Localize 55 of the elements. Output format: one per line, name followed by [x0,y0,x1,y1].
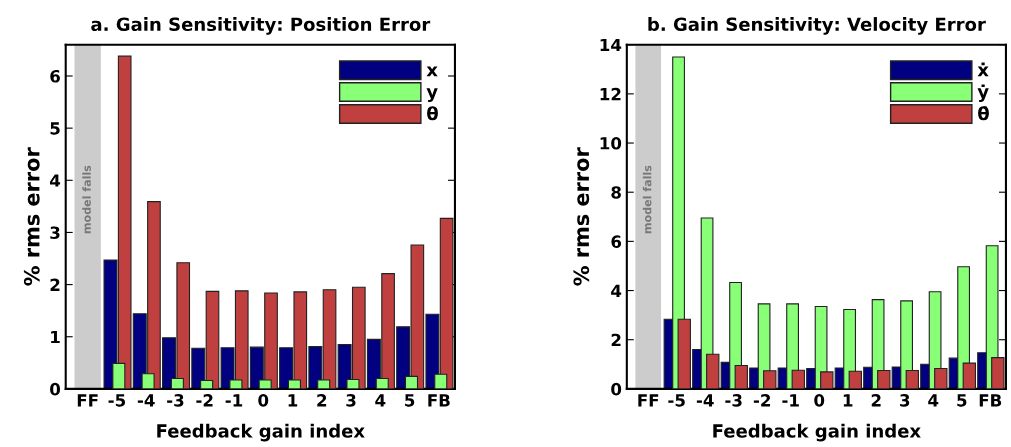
y-tick-label: 4 [50,174,61,187]
legend-label: θ [427,106,438,121]
x-tick-label: 0 [258,394,269,407]
y-tick-label: 5 [50,122,60,135]
x-tick-label: -2 [753,394,771,407]
y-tick-label: 14 [600,38,622,52]
x-tick-label: 1 [843,394,853,407]
chart-title: a. Gain Sensitivity: Position Error [91,17,431,35]
y-tick-label: 6 [611,235,622,248]
x-tick-label: 2 [871,394,881,407]
legend-label: y [426,88,438,102]
x-tick-label: 4 [375,394,386,407]
x-tick-label: -3 [167,394,184,407]
y-tick-label: 12 [600,87,621,101]
y-tick-label: 4 [611,284,622,297]
x-tick-label: 3 [346,394,356,407]
x-tick-label: 5 [405,394,415,407]
x-axis-title: Feedback gain index [157,423,365,442]
x-tick-label: FB [979,394,1002,407]
y-axis-title: % rms error [23,147,40,286]
x-tick-label: FF [638,394,659,407]
x-axis-title: Feedback gain index [713,423,921,442]
y-tick-label: 8 [611,186,621,199]
y-tick-label: 2 [611,333,621,347]
y-tick-label: 0 [50,382,61,396]
y-tick-label: 6 [50,69,60,83]
x-tick-label: FF [77,394,98,407]
x-tick-label: FB [428,394,450,407]
x-tick-label: 0 [814,394,825,407]
x-tick-label: 1 [288,394,298,407]
x-tick-label: 2 [317,394,327,407]
y-tick-label: 1 [51,330,60,344]
x-tick-label: -5 [108,394,126,407]
x-tick-label: -1 [225,394,243,407]
chart-title: b. Gain Sensitivity: Velocity Error [648,17,986,35]
x-tick-label: 3 [900,394,910,407]
band-label: model falls [642,165,652,234]
x-tick-label: -5 [668,394,685,407]
x-tick-label: -4 [696,394,714,407]
x-tick-label: -4 [137,394,155,407]
x-tick-label: 5 [957,394,967,407]
x-tick-label: -3 [725,394,742,407]
x-tick-label: 4 [928,394,939,407]
legend-label: x [426,66,438,77]
legend-label: ẏ [977,84,989,102]
band-label: model falls [82,165,91,234]
y-tick-label: 10 [600,137,622,150]
legend-label: θ̇ [978,106,989,121]
y-tick-label: 0 [611,382,622,396]
y-axis-title: % rms error [573,147,590,286]
x-tick-label: -2 [196,394,213,407]
legend-label: ẋ [977,62,989,77]
x-tick-label: -1 [782,394,799,407]
y-tick-label: 3 [50,226,60,240]
y-tick-label: 2 [50,278,60,291]
